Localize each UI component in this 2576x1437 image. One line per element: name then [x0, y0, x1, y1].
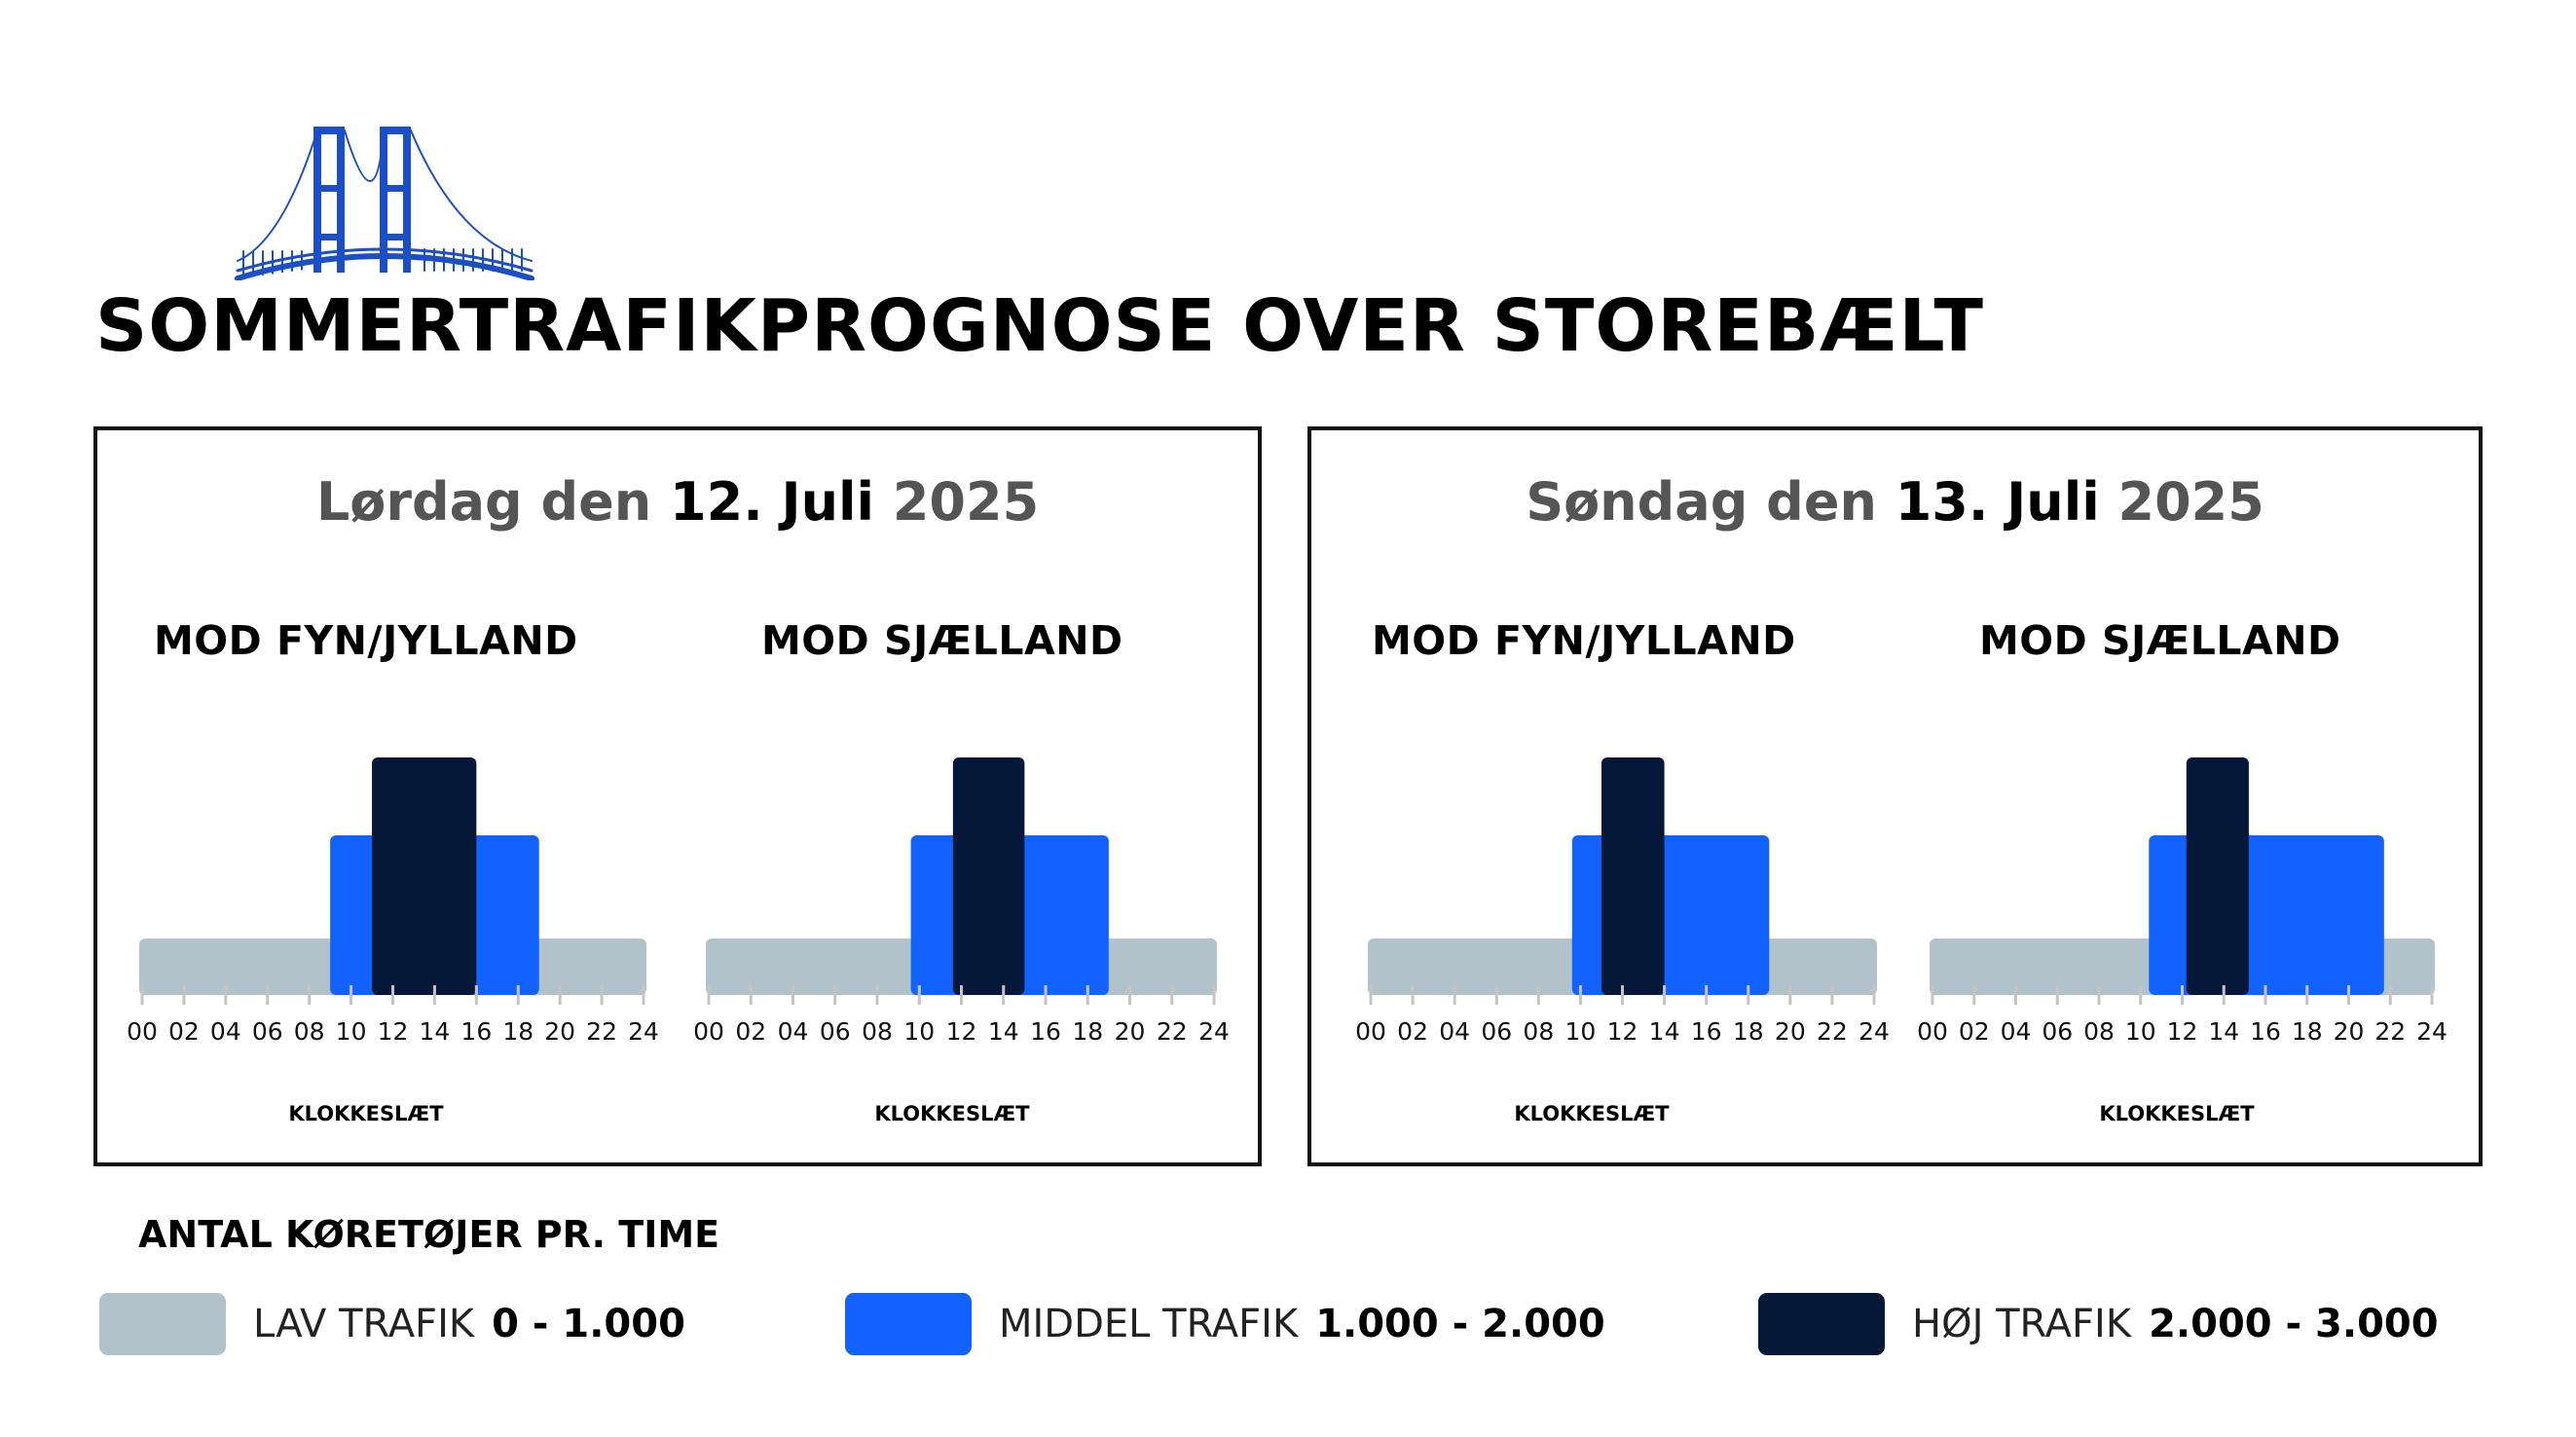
x-tick-label: 24 [1858, 1017, 1890, 1046]
bar-high [2186, 757, 2249, 995]
day-panel-saturday: Lørdag den 12. Juli 2025 MOD FYN/JYLLAND… [93, 426, 1262, 1166]
x-tick-label: 08 [1523, 1017, 1554, 1046]
bar-high [952, 757, 1025, 995]
x-tick-label: 02 [1959, 1017, 1990, 1046]
x-tick-label: 10 [1565, 1017, 1597, 1046]
x-tick-label: 04 [778, 1017, 809, 1046]
x-tick-label: 14 [988, 1017, 1019, 1046]
chart-title-mod-sjaelland: MOD SJÆLLAND [761, 617, 1123, 664]
x-tick-label: 00 [1355, 1017, 1386, 1046]
x-tick-label: 14 [2208, 1017, 2239, 1046]
x-tick-label: 12 [2167, 1017, 2198, 1046]
legend-name: MIDDEL TRAFIK [999, 1302, 1299, 1346]
bar-high [372, 757, 477, 995]
legend-name: HØJ TRAFIK [1912, 1302, 2132, 1346]
x-tick-label: 22 [586, 1017, 617, 1046]
chart-mod-sjaelland: 00 02 04 06 08 10 12 14 16 18 20 22 24 [693, 757, 1230, 1046]
x-tick-label: 20 [1775, 1017, 1806, 1046]
x-tick-label: 06 [1481, 1017, 1512, 1046]
bar-high [1601, 757, 1665, 995]
chart-mod-fyn-jylland: 00 02 04 06 08 10 12 14 16 18 20 22 24 [1355, 757, 1890, 1046]
x-tick-label: 02 [1397, 1017, 1428, 1046]
legend-swatch-medium [845, 1293, 972, 1355]
x-tick-label: 22 [1817, 1017, 1848, 1046]
chart-mod-sjaelland: 00 02 04 06 08 10 12 14 16 18 20 22 24 [1917, 757, 2447, 1046]
x-tick-label: 22 [2374, 1017, 2406, 1046]
x-tick-label: 24 [1198, 1017, 1230, 1046]
x-tick-label: 12 [378, 1017, 409, 1046]
x-tick-label: 16 [1691, 1017, 1722, 1046]
day-title: Søndag den 13. Juli 2025 [1311, 471, 2479, 533]
x-tick-label: 00 [693, 1017, 724, 1046]
day-panel-sunday: Søndag den 13. Juli 2025 MOD FYN/JYLLAND… [1307, 426, 2483, 1166]
day-title-prefix: Søndag den [1526, 471, 1895, 533]
chart-title-mod-fyn-jylland: MOD FYN/JYLLAND [154, 617, 578, 664]
x-tick-label: 16 [2250, 1017, 2281, 1046]
x-tick-label: 18 [502, 1017, 534, 1046]
legend-name: LAV TRAFIK [253, 1302, 475, 1346]
x-tick-label: 06 [820, 1017, 851, 1046]
day-title-prefix: Lørdag den [315, 471, 671, 533]
x-tick-label: 06 [252, 1017, 283, 1046]
chart-title-mod-fyn-jylland: MOD FYN/JYLLAND [1372, 617, 1796, 664]
x-tick-label: 18 [1072, 1017, 1103, 1046]
x-tick-label: 08 [294, 1017, 325, 1046]
x-tick-label: 12 [946, 1017, 977, 1046]
x-tick-label: 10 [2125, 1017, 2156, 1046]
legend-title: ANTAL KØRETØJER PR. TIME [138, 1213, 720, 1256]
x-tick-label: 08 [2083, 1017, 2115, 1046]
x-tick-label: 04 [210, 1017, 241, 1046]
x-axis-label: KLOKKESLÆT [1514, 1102, 1670, 1125]
x-tick-label: 08 [862, 1017, 893, 1046]
x-tick-label: 02 [735, 1017, 766, 1046]
legend-range: 2.000 - 3.000 [2149, 1302, 2439, 1346]
day-title-year: 2025 [2099, 471, 2264, 533]
x-axis-label: KLOKKESLÆT [874, 1102, 1030, 1125]
x-axis-label: KLOKKESLÆT [288, 1102, 444, 1125]
legend-swatch-low [99, 1293, 226, 1355]
chart-mod-fyn-jylland: 00 02 04 06 08 10 12 14 16 18 20 22 24 [127, 757, 659, 1046]
x-tick-label: 04 [2001, 1017, 2032, 1046]
x-tick-label: 02 [168, 1017, 200, 1046]
x-axis-label: KLOKKESLÆT [2099, 1102, 2255, 1125]
x-tick-label: 06 [2042, 1017, 2073, 1046]
x-tick-label: 24 [2416, 1017, 2447, 1046]
chart-title-mod-sjaelland: MOD SJÆLLAND [1979, 617, 2341, 664]
page-title: SOMMERTRAFIKPROGNOSE OVER STOREBÆLT [95, 284, 1984, 368]
x-tick-label: 20 [2334, 1017, 2365, 1046]
x-tick-label: 10 [903, 1017, 935, 1046]
x-tick-label: 10 [336, 1017, 367, 1046]
x-tick-label: 00 [1917, 1017, 1948, 1046]
day-title-date: 13. Juli [1895, 471, 2100, 533]
x-tick-label: 20 [544, 1017, 575, 1046]
x-tick-label: 18 [2292, 1017, 2323, 1046]
legend-range: 1.000 - 2.000 [1315, 1302, 1605, 1346]
day-title-year: 2025 [874, 471, 1040, 533]
x-tick-label: 14 [420, 1017, 451, 1046]
legend-range: 0 - 1.000 [492, 1302, 685, 1346]
x-tick-label: 00 [127, 1017, 158, 1046]
day-title-date: 12. Juli [670, 471, 875, 533]
bridge-logo-icon [235, 127, 534, 280]
legend-swatch-high [1758, 1293, 1885, 1355]
x-tick-label: 14 [1649, 1017, 1680, 1046]
x-tick-label: 04 [1439, 1017, 1470, 1046]
x-tick-label: 18 [1733, 1017, 1764, 1046]
x-tick-label: 20 [1115, 1017, 1146, 1046]
x-tick-label: 16 [460, 1017, 492, 1046]
x-tick-label: 16 [1030, 1017, 1061, 1046]
x-tick-label: 12 [1607, 1017, 1638, 1046]
x-tick-label: 24 [628, 1017, 659, 1046]
day-title: Lørdag den 12. Juli 2025 [97, 471, 1258, 533]
x-tick-label: 22 [1157, 1017, 1188, 1046]
bar-medium [2149, 835, 2384, 995]
